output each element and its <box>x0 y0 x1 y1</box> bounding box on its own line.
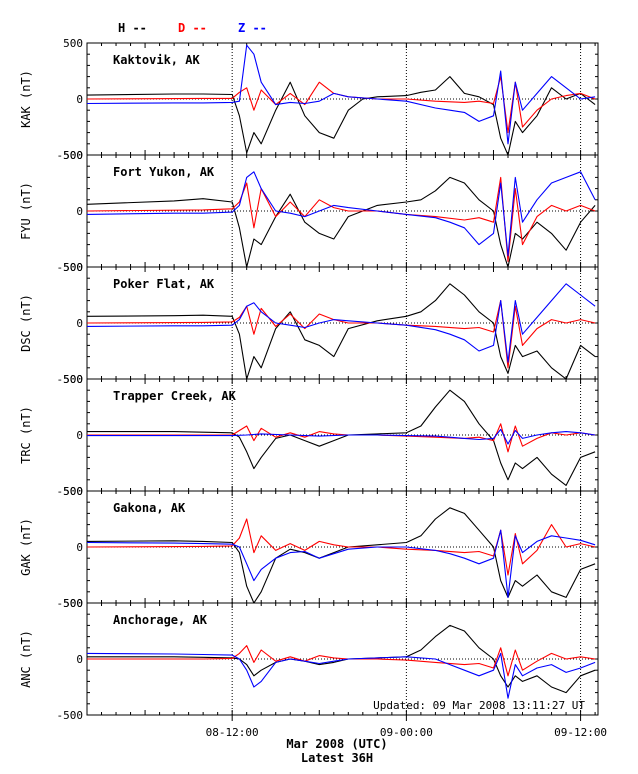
series-group <box>87 283 596 379</box>
station-name: Trapper Creek, AK <box>113 389 237 403</box>
y-tick-label: -500 <box>57 373 84 386</box>
series-line-d <box>87 176 596 262</box>
y-tick-label: 0 <box>76 317 83 330</box>
station-name: Kaktovik, AK <box>113 53 200 67</box>
series-line-h <box>87 389 596 486</box>
series-line-z <box>87 652 596 699</box>
series-line-d <box>87 300 596 369</box>
series-group <box>87 44 596 155</box>
series-group <box>87 389 596 486</box>
panel-dsc: 500 0 -500 DSC (nT) Poker Flat, AK <box>19 261 599 386</box>
legend-entry-d: D -- <box>178 21 207 35</box>
y-tick-label: 0 <box>76 429 83 442</box>
legend-entry-z: Z -- <box>238 21 267 35</box>
series-line-d <box>87 518 596 576</box>
y-tick-label: 500 <box>63 597 83 610</box>
y-tick-label: 500 <box>63 149 83 162</box>
y-axis-label: ANC (nT) <box>19 630 33 688</box>
series-group <box>87 507 596 603</box>
x-axis-label: Mar 2008 (UTC) <box>286 737 387 751</box>
station-name: Poker Flat, AK <box>113 277 215 291</box>
y-axis-label: DSC (nT) <box>19 294 33 352</box>
series-line-h <box>87 283 596 379</box>
series-line-h <box>87 507 596 603</box>
x-axis-sublabel: Latest 36H <box>301 751 373 765</box>
y-tick-label: -500 <box>57 485 84 498</box>
y-axis-label: GAK (nT) <box>19 518 33 576</box>
series-group <box>87 624 596 699</box>
series-line-d <box>87 645 596 677</box>
panel-trc: 500 0 -500 TRC (nT) Trapper Creek, AK <box>19 373 599 498</box>
series-line-z <box>87 428 596 445</box>
legend: H -- D -- Z -- <box>118 21 267 35</box>
y-axis-label: FYU (nT) <box>19 182 33 240</box>
station-name: Gakona, AK <box>113 501 186 515</box>
x-tick-label: 09-12:00 <box>554 726 607 739</box>
series-line-z <box>87 529 596 598</box>
station-name: Fort Yukon, AK <box>113 165 215 179</box>
panel-anc: 500 0 -500 ANC (nT) Anchorage, AK <box>19 597 599 722</box>
x-axis: 08-12:00 09-00:00 09-12:00 <box>206 715 607 739</box>
y-tick-label: 500 <box>63 373 83 386</box>
y-tick-label: 0 <box>76 541 83 554</box>
y-axis-label: TRC (nT) <box>19 406 33 464</box>
y-tick-label: 0 <box>76 93 83 106</box>
x-tick-label: 09-00:00 <box>380 726 433 739</box>
panel-fyu: 500 0 -500 FYU (nT) Fort Yukon, AK <box>19 149 599 274</box>
legend-entry-h: H -- <box>118 21 147 35</box>
series-line-d <box>87 76 596 134</box>
panel-gak: 500 0 -500 GAK (nT) Gakona, AK <box>19 485 599 610</box>
y-tick-label: 0 <box>76 653 83 666</box>
panel-kak: 500 0 -500 KAK (nT) Kaktovik, AK <box>19 37 599 162</box>
series-group <box>87 171 596 267</box>
series-line-h <box>87 176 596 267</box>
station-name: Anchorage, AK <box>113 613 208 627</box>
y-tick-label: -500 <box>57 261 84 274</box>
y-tick-label: -500 <box>57 597 84 610</box>
y-tick-label: -500 <box>57 149 84 162</box>
y-tick-label: 500 <box>63 37 83 50</box>
y-tick-label: 500 <box>63 261 83 274</box>
series-line-h <box>87 76 596 155</box>
y-tick-label: -500 <box>57 709 84 722</box>
series-line-z <box>87 44 596 145</box>
x-tick-label: 08-12:00 <box>206 726 259 739</box>
series-line-z <box>87 283 596 363</box>
y-tick-label: 500 <box>63 485 83 498</box>
series-line-z <box>87 171 596 257</box>
y-axis-label: KAK (nT) <box>19 70 33 128</box>
y-tick-label: 0 <box>76 205 83 218</box>
panels: 500 0 -500 KAK (nT) Kaktovik, AK 500 0 -500 FYU … <box>19 37 599 722</box>
updated-timestamp: Updated: 09 Mar 2008 13:11:27 UT <box>373 699 585 712</box>
